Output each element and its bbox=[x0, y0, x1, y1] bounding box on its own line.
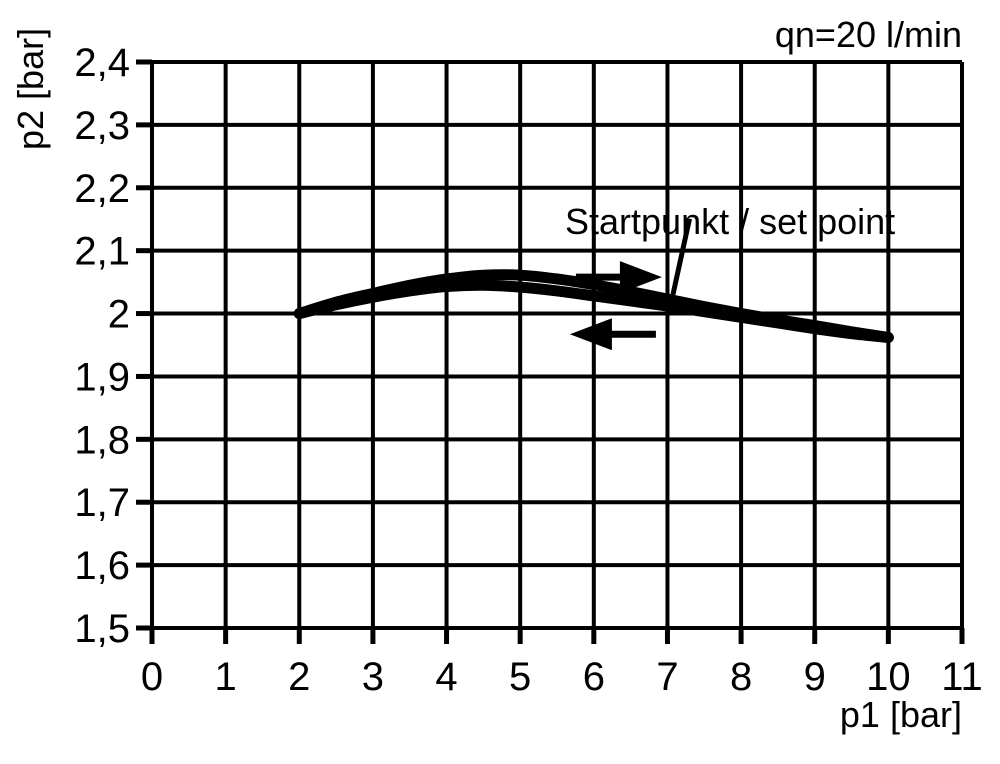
x-tick-label: 0 bbox=[141, 655, 163, 699]
x-tick-label: 1 bbox=[215, 655, 237, 699]
y-tick-label: 1,5 bbox=[74, 607, 130, 651]
direction-arrows bbox=[569, 261, 662, 351]
x-tick-label: 2 bbox=[288, 655, 310, 699]
grid-lines bbox=[150, 60, 964, 630]
x-tick-label: 6 bbox=[583, 655, 605, 699]
chart-title: qn=20 l/min bbox=[775, 14, 962, 55]
x-tick-label: 10 bbox=[866, 655, 911, 699]
x-axis-title: p1 [bar] bbox=[840, 694, 962, 735]
y-tick-label: 1,8 bbox=[74, 418, 130, 462]
x-tick-label: 11 bbox=[941, 655, 983, 699]
y-tick-label: 2,2 bbox=[74, 167, 130, 211]
curve-falling bbox=[293, 279, 894, 343]
x-axis-tick-labels: 0 1 2 3 4 5 6 7 8 9 10 11 bbox=[141, 655, 983, 699]
annotation-set-point: Startpunkt / set point bbox=[565, 201, 895, 242]
x-tick-label: 7 bbox=[656, 655, 678, 699]
arrow-right-icon bbox=[619, 261, 662, 294]
x-tick-label: 3 bbox=[362, 655, 384, 699]
x-tick-label: 9 bbox=[804, 655, 826, 699]
y-tick-label: 2 bbox=[108, 293, 130, 337]
y-axis-title: p2 [bar] bbox=[10, 28, 51, 150]
x-tick-label: 8 bbox=[730, 655, 752, 699]
leader-line bbox=[668, 218, 692, 304]
arrow-left-icon bbox=[569, 318, 612, 351]
y-tick-label: 2,3 bbox=[74, 104, 130, 148]
x-tick-label: 4 bbox=[435, 655, 457, 699]
y-tick-label: 2,1 bbox=[74, 230, 130, 274]
x-tick-label: 5 bbox=[509, 655, 531, 699]
y-tick-label: 1,9 bbox=[74, 355, 130, 399]
y-tick-label: 1,7 bbox=[74, 481, 130, 525]
axis-ticks bbox=[136, 59, 965, 644]
data-curves bbox=[293, 269, 894, 343]
y-tick-label: 1,6 bbox=[74, 544, 130, 588]
annotation-leader-line bbox=[668, 218, 692, 304]
y-axis-tick-labels: 1,5 1,6 1,7 1,8 1,9 2 2,1 2,2 2,3 2,4 bbox=[74, 41, 130, 651]
y-tick-label: 2,4 bbox=[74, 41, 130, 85]
